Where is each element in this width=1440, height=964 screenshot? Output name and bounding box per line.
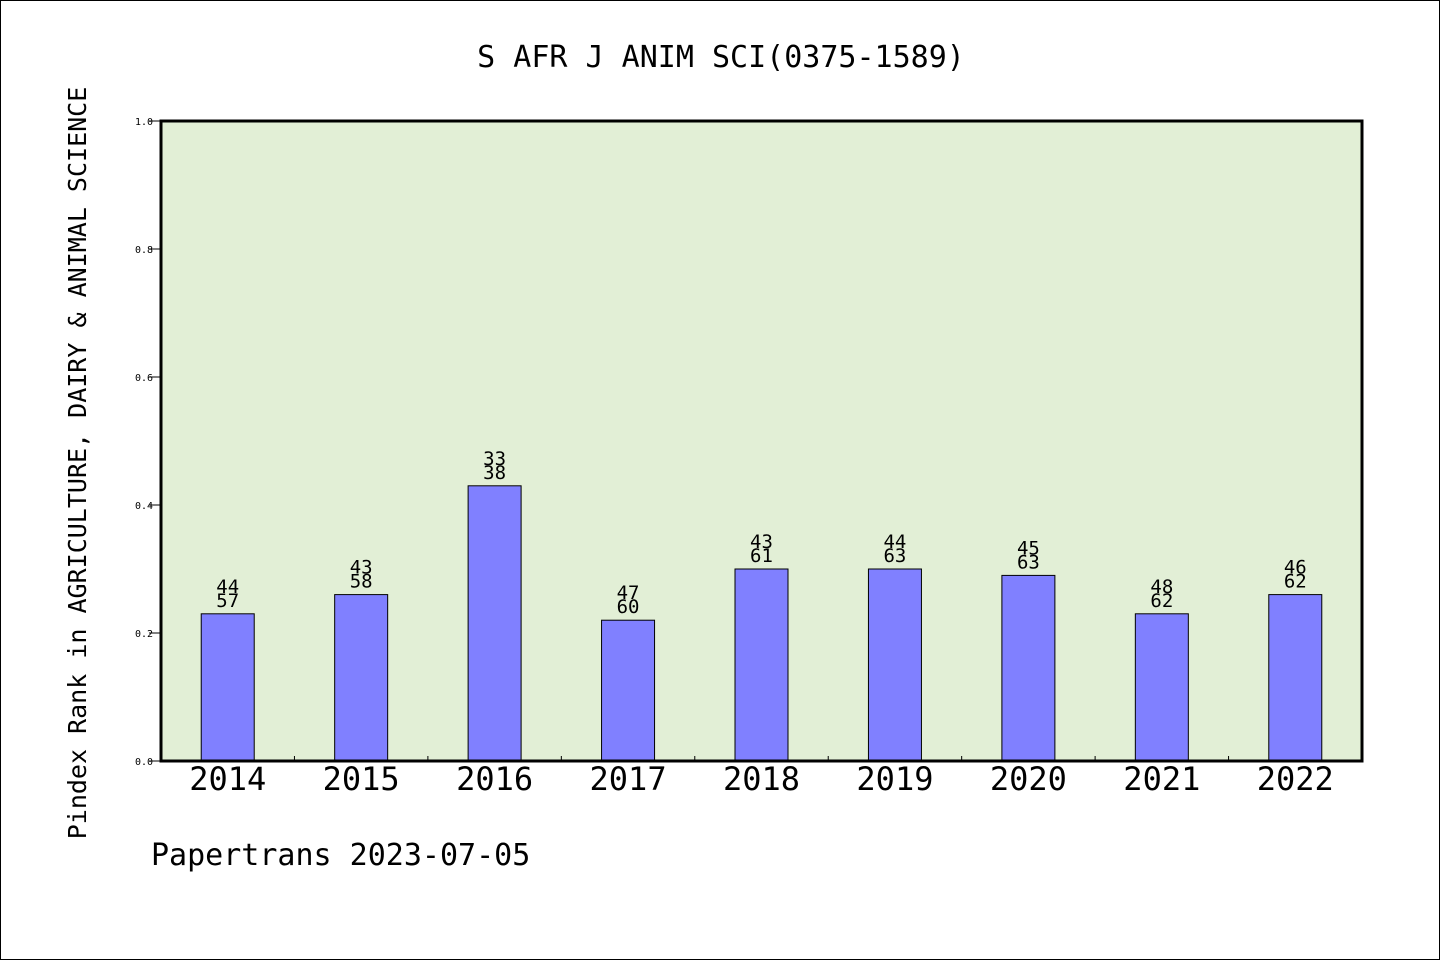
y-tick-label: 0.4: [135, 501, 153, 512]
bar-2019: [867, 568, 922, 762]
y-tick-label: 0.2: [135, 629, 153, 640]
x-tick-label-2017: 2017: [590, 760, 667, 798]
y-axis-ticks: 0.0 0.2 0.4 0.6 0.8 1.0: [135, 117, 161, 768]
total-label-2015: 58: [350, 571, 373, 593]
y-axis-label: Pindex Rank in AGRICULTURE, DAIRY & ANIM…: [63, 87, 92, 840]
bar-2015: [334, 594, 389, 762]
rank-label-2020: 45: [1017, 537, 1040, 559]
rank-label-2017: 47: [617, 582, 640, 604]
bar-2020: [1001, 574, 1056, 762]
bar-2021: [1134, 613, 1189, 762]
rank-label-2016: 33: [483, 448, 506, 470]
total-label-2014: 57: [216, 590, 239, 612]
total-label-2017: 60: [617, 596, 640, 618]
rank-label-2018: 43: [750, 531, 773, 553]
y-tick-label: 1.0: [135, 117, 153, 128]
chart-title: S AFR J ANIM SCI(0375-1589): [477, 40, 965, 75]
y-tick-label: 0.6: [135, 373, 153, 384]
bars-group: [200, 485, 1323, 762]
footer-credit: Papertrans 2023-07-05: [151, 838, 530, 873]
total-label-2018: 61: [750, 545, 773, 567]
x-tick-label-2021: 2021: [1123, 760, 1200, 798]
rank-label-2014: 44: [216, 576, 239, 598]
total-label-2019: 63: [883, 545, 906, 567]
rank-label-2019: 44: [883, 531, 906, 553]
rank-label-2021: 48: [1150, 576, 1173, 598]
x-tick-label-2018: 2018: [723, 760, 800, 798]
bar-2016: [467, 485, 522, 762]
rank-label-2015: 43: [350, 557, 373, 579]
x-tick-label-2015: 2015: [323, 760, 400, 798]
total-label-2022: 62: [1284, 571, 1307, 593]
x-tick-label-2019: 2019: [856, 760, 933, 798]
total-label-2020: 63: [1017, 551, 1040, 573]
total-label-2021: 62: [1150, 590, 1173, 612]
y-tick-label: 0.8: [135, 245, 153, 256]
x-tick-label-2022: 2022: [1257, 760, 1334, 798]
x-axis-ticks: 2014 2015 2016 2017 2018 2019 2020 2021 2022: [189, 756, 1334, 798]
bar-2014: [200, 613, 255, 762]
total-label-2016: 38: [483, 462, 506, 484]
rank-label-2022: 46: [1284, 557, 1307, 579]
x-tick-label-2014: 2014: [189, 760, 266, 798]
bar-2018: [734, 568, 789, 762]
x-tick-label-2020: 2020: [990, 760, 1067, 798]
plot-border: [159, 119, 1364, 763]
x-tick-label-2016: 2016: [456, 760, 533, 798]
bar-2022: [1268, 594, 1323, 762]
y-tick-label: 0.0: [135, 757, 153, 768]
bar-2017: [601, 619, 656, 762]
